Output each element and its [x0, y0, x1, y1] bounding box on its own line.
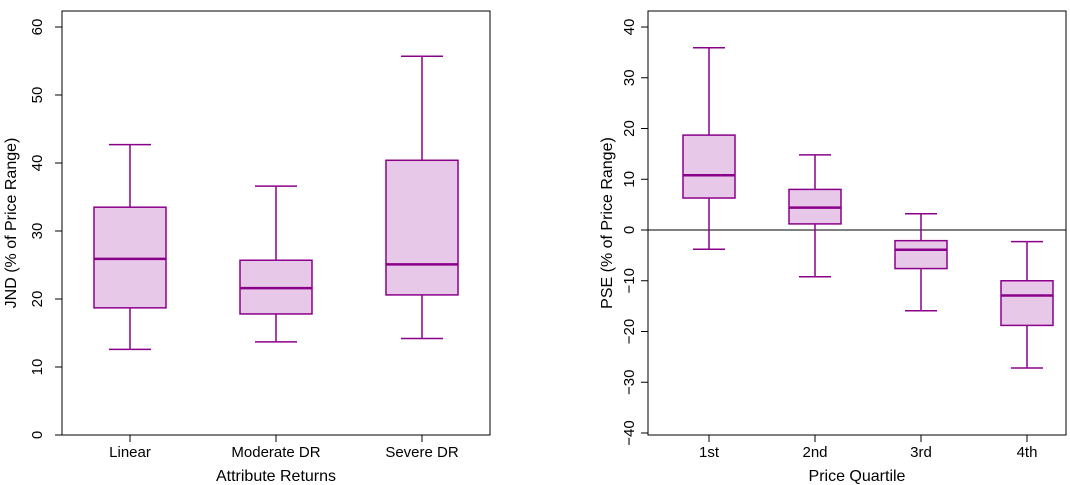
y-tick-label: 30: [621, 69, 638, 86]
x-tick-label: 3rd: [910, 444, 932, 461]
y-tick-label: −20: [621, 319, 638, 344]
x-tick-label: Moderate DR: [231, 444, 320, 461]
box-4th: [1000, 240, 1054, 369]
y-tick-label: 30: [29, 223, 46, 240]
box-group: [93, 55, 459, 351]
y-axis: −40 −30 −20 −10 0 10 20 30 40: [621, 19, 648, 446]
iqr-box: [1000, 280, 1054, 327]
y-tick-label: 60: [29, 19, 46, 36]
y-tick-label: 0: [29, 431, 46, 439]
y-tick-label: 40: [621, 19, 638, 36]
box-severe-dr: [385, 55, 459, 340]
box-moderate-dr: [239, 185, 313, 343]
iqr-box: [682, 134, 736, 199]
iqr-box: [894, 239, 948, 270]
box-1st: [682, 47, 736, 251]
pse-panel: −40 −30 −20 −10 0 10 20 30 40 1st 2nd 3rd 4th Price…: [599, 10, 1067, 485]
x-axis-title: Attribute Returns: [216, 468, 336, 485]
y-axis-title: JND (% of Price Range): [3, 138, 20, 309]
x-tick-label: 4th: [1017, 444, 1038, 461]
y-tick-label: 20: [621, 120, 638, 137]
iqr-box: [385, 159, 459, 296]
box-group: [682, 47, 1054, 369]
x-tick-label: 1st: [699, 444, 720, 461]
box-3rd: [894, 213, 948, 312]
iqr-box: [93, 206, 167, 309]
y-tick-label: −30: [621, 370, 638, 395]
x-axis-title: Price Quartile: [809, 468, 906, 485]
y-axis-title: PSE (% of Price Range): [599, 137, 616, 309]
y-axis: 0 10 20 30 40 50 60: [29, 19, 62, 439]
y-tick-label: −40: [621, 420, 638, 445]
box-2nd: [788, 154, 842, 278]
y-tick-label: −10: [621, 268, 638, 293]
y-tick-label: 50: [29, 87, 46, 104]
jnd-panel: 0 10 20 30 40 50 60 Linear Moderate DR Severe DR…: [3, 10, 491, 485]
y-tick-label: 40: [29, 155, 46, 172]
x-axis: 1st 2nd 3rd 4th: [699, 435, 1037, 461]
x-axis: Linear Moderate DR Severe DR: [109, 435, 459, 461]
box-linear: [93, 143, 167, 351]
y-tick-label: 0: [621, 226, 638, 234]
x-tick-label: 2nd: [802, 444, 827, 461]
y-tick-label: 10: [621, 171, 638, 188]
plot-frame: [647, 10, 1067, 436]
x-tick-label: Severe DR: [385, 444, 459, 461]
x-tick-label: Linear: [109, 444, 151, 461]
y-tick-label: 20: [29, 291, 46, 308]
y-tick-label: 10: [29, 359, 46, 376]
